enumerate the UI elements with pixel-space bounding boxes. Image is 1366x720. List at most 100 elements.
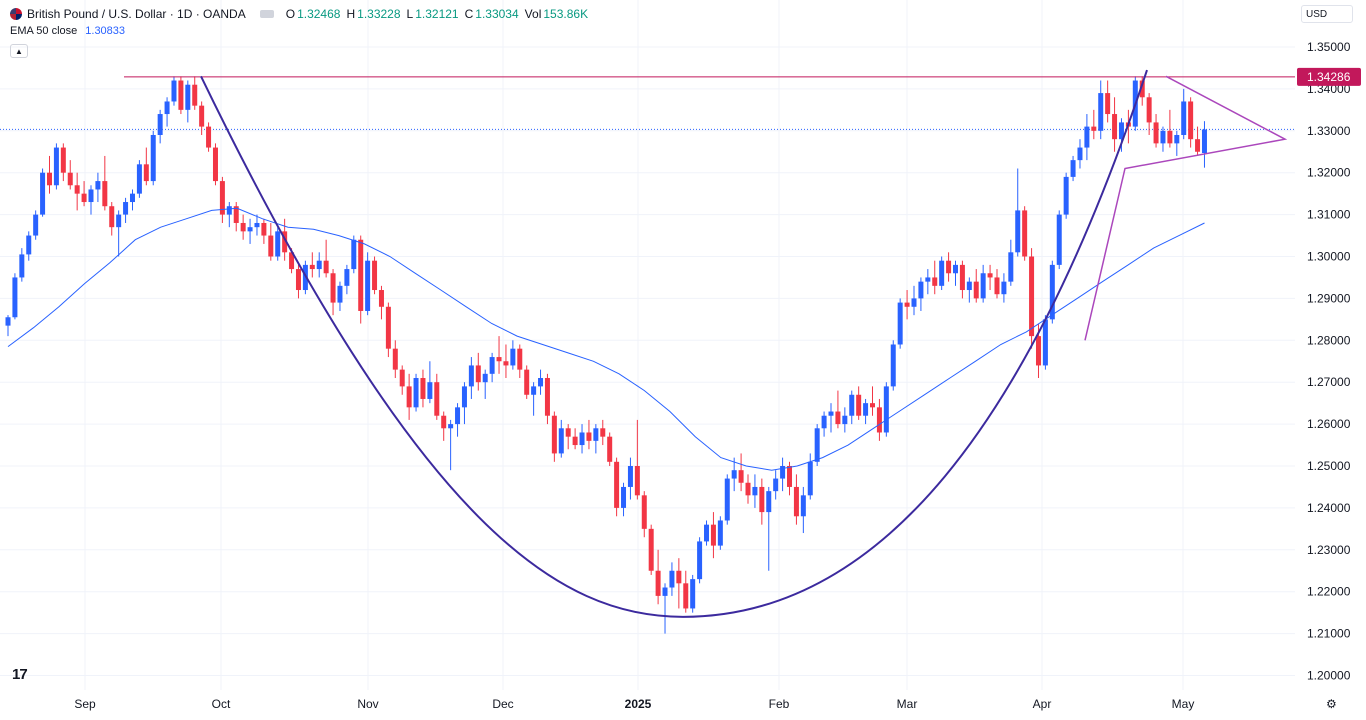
candle-body <box>876 407 882 433</box>
candle-body <box>1105 93 1111 115</box>
candle-body <box>544 378 550 416</box>
price-tag-label: 1.34286 <box>1307 70 1351 84</box>
candle-body <box>468 365 474 387</box>
candle-body <box>399 369 405 387</box>
candle-body <box>434 382 440 416</box>
y-tick-label: 1.31000 <box>1307 208 1351 222</box>
y-tick-label: 1.33000 <box>1307 124 1351 138</box>
candle-body <box>365 260 371 311</box>
candle-body <box>206 126 212 148</box>
candle-body <box>60 147 66 173</box>
high-value: 1.33228 <box>357 7 401 21</box>
candle-body <box>621 486 627 508</box>
candle-body <box>842 415 848 425</box>
candle-body <box>1042 319 1048 366</box>
candle-body <box>987 273 993 278</box>
candle-body <box>966 281 972 291</box>
candle-body <box>26 235 32 255</box>
candle-body <box>372 260 378 291</box>
candle-body <box>600 428 606 437</box>
candle-body <box>1153 122 1159 144</box>
candle-body <box>925 277 931 282</box>
y-tick-label: 1.25000 <box>1307 459 1351 473</box>
indicator-legend[interactable]: EMA 50 close 1.30833 <box>10 25 125 37</box>
candle-body <box>67 172 73 186</box>
candle-body <box>1160 130 1166 144</box>
candle-body <box>275 231 281 257</box>
y-tick-label: 1.32000 <box>1307 166 1351 180</box>
candle-body <box>634 466 640 496</box>
candle-body <box>510 348 516 366</box>
more-options-icon[interactable] <box>259 10 274 18</box>
candle-body <box>420 378 426 399</box>
candle-body <box>461 386 467 408</box>
candle-body <box>482 373 488 383</box>
candle-body <box>787 466 793 487</box>
tradingview-logo-icon[interactable]: 17 <box>12 666 28 683</box>
candle-body <box>289 252 295 270</box>
candle-body <box>828 411 834 416</box>
candle-body <box>648 528 654 571</box>
candle-body <box>807 461 813 496</box>
candle-body <box>980 273 986 299</box>
x-tick-label: Apr <box>1033 697 1052 711</box>
candle-body <box>46 172 52 186</box>
candle-body <box>1035 336 1041 366</box>
candle-body <box>738 470 744 483</box>
candle-body <box>572 436 578 446</box>
candle-body <box>378 290 384 307</box>
candle-body <box>344 269 350 286</box>
candle-body <box>164 101 170 115</box>
candle-body <box>1201 129 1207 154</box>
candle-body <box>81 193 87 203</box>
candle-body <box>330 273 336 303</box>
x-tick-label: Oct <box>212 697 231 711</box>
candle-body <box>946 260 952 274</box>
candle-body <box>1139 80 1145 98</box>
candle-body <box>662 587 668 596</box>
candle-body <box>358 239 364 311</box>
candle-body <box>558 428 564 454</box>
chevron-up-icon[interactable]: ▲ <box>10 44 28 58</box>
low-label: L <box>406 7 414 21</box>
candle-body <box>1084 126 1090 148</box>
candle-body <box>918 281 924 299</box>
candle-body <box>88 189 94 203</box>
ema50-line <box>7 207 1205 471</box>
candle-body <box>392 348 398 370</box>
volume-value: 153.86K <box>543 7 589 21</box>
candle-body <box>219 181 225 215</box>
candle-body <box>247 227 253 232</box>
x-tick-label: Feb <box>769 697 790 711</box>
candle-body <box>538 378 544 387</box>
candle-body <box>1091 126 1097 131</box>
candle-body <box>261 222 267 236</box>
candle-body <box>766 491 772 513</box>
candle-body <box>143 164 149 182</box>
symbol-title[interactable]: British Pound / U.S. Dollar · 1D · OANDA <box>27 7 246 21</box>
candle-body <box>74 185 80 194</box>
pennant-lines <box>1084 75 1288 341</box>
open-label: O <box>285 7 296 21</box>
candle-body <box>157 114 163 135</box>
currency-button[interactable]: USD <box>1301 5 1353 23</box>
candle-body <box>745 482 751 496</box>
candle-body <box>309 264 315 270</box>
x-tick-label: 2025 <box>625 697 652 711</box>
candle-body <box>890 344 896 387</box>
candle-body <box>704 524 710 542</box>
y-tick-label: 1.21000 <box>1307 627 1351 641</box>
candle-body <box>565 428 571 437</box>
y-tick-label: 1.26000 <box>1307 417 1351 431</box>
candle-body <box>33 214 39 236</box>
open-value: 1.32468 <box>297 7 341 21</box>
y-tick-label: 1.28000 <box>1307 333 1351 347</box>
x-tick-label: Dec <box>492 697 513 711</box>
candle-body <box>302 264 308 291</box>
candle-body <box>904 302 910 307</box>
low-value: 1.32121 <box>415 7 459 21</box>
candle-body <box>780 466 786 479</box>
candle-body <box>959 264 965 291</box>
gear-icon[interactable]: ⚙ <box>1326 697 1337 711</box>
